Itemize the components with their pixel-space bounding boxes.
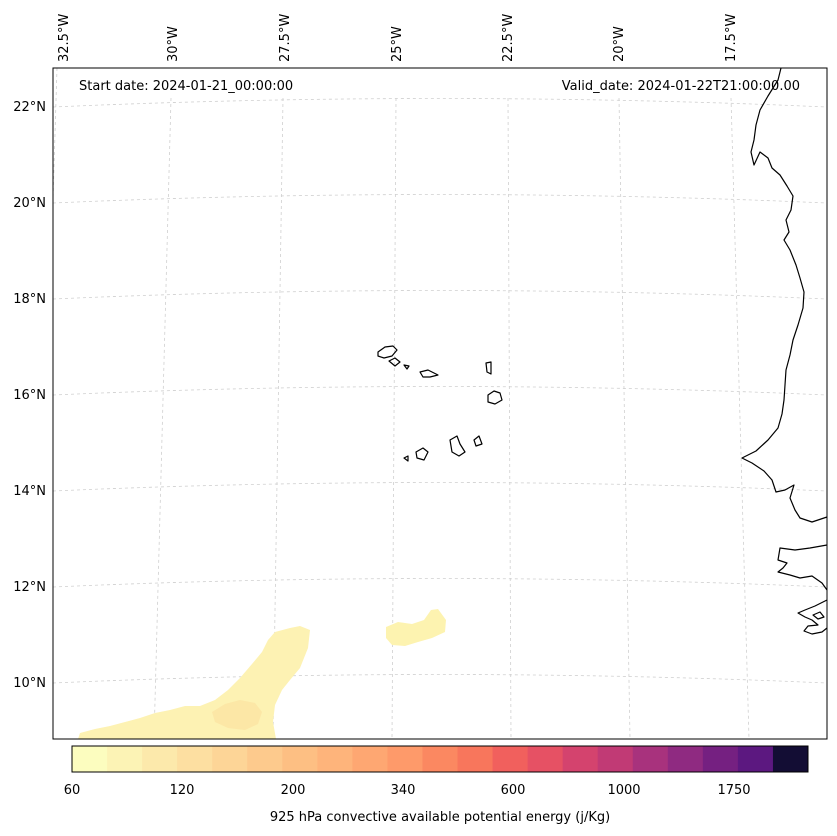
meridian-22-5w <box>507 97 512 740</box>
colorbar-ticks: 60 120 200 340 600 1000 1750 <box>64 783 751 798</box>
colorbar-cell <box>352 746 388 772</box>
lat-label-16n: 16°N <box>13 388 46 403</box>
lon-label-22-5w: 22.5°W <box>501 14 516 62</box>
santa-luzia-island <box>403 364 410 370</box>
colorbar-cell <box>562 746 599 772</box>
colorbar-cell <box>667 746 704 772</box>
santiago-island <box>449 435 466 457</box>
boa-vista-island <box>487 390 503 405</box>
colorbar-tick-200: 200 <box>281 783 306 798</box>
colorbar-cell <box>597 746 634 772</box>
colorbar-tick-60: 60 <box>64 783 81 798</box>
west-africa-coast <box>741 67 828 523</box>
colorbar-cell <box>422 746 459 772</box>
colorbar-cell <box>72 746 108 772</box>
colorbar-cell <box>212 746 248 772</box>
lon-label-32-5w: 32.5°W <box>57 14 72 62</box>
coastline <box>741 67 828 635</box>
meridian-20w <box>618 97 631 740</box>
start-date-label: Start date: 2024-01-21_00:00:00 <box>79 79 293 94</box>
santo-antao-island <box>377 345 398 359</box>
senegal-gambia-coast <box>777 544 828 591</box>
meridian-17-5w <box>730 97 750 740</box>
colorbar-cell <box>632 746 669 772</box>
longitude-labels: 32.5°W 30°W 27.5°W 25°W 22.5°W 20°W 17.5… <box>57 14 739 62</box>
map-frame <box>53 68 827 739</box>
colorbar-cell <box>107 746 143 772</box>
lat-label-18n: 18°N <box>13 292 46 307</box>
guinea-coast <box>797 599 828 635</box>
parallel-22n <box>52 98 828 108</box>
cape-field-south-central <box>386 609 446 646</box>
bissagos-islands <box>812 611 825 620</box>
colorbar-cell <box>737 746 774 772</box>
lat-label-12n: 12°N <box>13 580 46 595</box>
cape-field <box>78 609 446 739</box>
colorbar <box>72 746 809 772</box>
parallel-20n <box>52 194 828 204</box>
colorbar-tick-120: 120 <box>170 783 195 798</box>
brava-island <box>403 455 409 462</box>
parallel-18n <box>52 290 828 300</box>
colorbar-cell <box>247 746 283 772</box>
colorbar-cell <box>387 746 423 772</box>
lon-label-25w: 25°W <box>390 26 405 62</box>
meridian-30w <box>153 97 172 740</box>
cape-verde-islands <box>377 345 503 462</box>
meridian-27-5w <box>272 97 284 740</box>
lat-label-20n: 20°N <box>13 196 46 211</box>
parallel-12n <box>52 578 828 588</box>
colorbar-cell <box>142 746 178 772</box>
maio-island <box>473 435 483 447</box>
sao-nicolau-island <box>419 369 439 378</box>
colorbar-tick-600: 600 <box>501 783 526 798</box>
lat-label-22n: 22°N <box>13 100 46 115</box>
colorbar-tick-1000: 1000 <box>607 783 640 798</box>
colorbar-title: 925 hPa convective available potential e… <box>270 810 610 825</box>
lon-label-17-5w: 17.5°W <box>724 14 739 62</box>
colorbar-cell <box>492 746 529 772</box>
colorbar-border <box>71 745 809 773</box>
colorbar-tick-1750: 1750 <box>717 783 750 798</box>
latitude-labels: 22°N 20°N 18°N 16°N 14°N 12°N 10°N <box>13 100 46 691</box>
meridian-32-5w <box>52 67 58 201</box>
lat-label-14n: 14°N <box>13 484 46 499</box>
fogo-island <box>415 447 429 461</box>
colorbar-cell <box>702 746 739 772</box>
parallel-16n <box>52 386 828 396</box>
colorbar-cell <box>527 746 564 772</box>
parallel-14n <box>52 482 828 492</box>
map-border <box>52 67 828 740</box>
sal-island <box>485 361 492 375</box>
colorbar-cell <box>317 746 353 772</box>
colorbar-cell <box>772 746 809 772</box>
colorbar-cell <box>457 746 494 772</box>
sao-vicente-island <box>388 357 401 367</box>
lat-label-10n: 10°N <box>13 676 46 691</box>
lon-label-27-5w: 27.5°W <box>278 14 293 62</box>
colorbar-cell <box>282 746 318 772</box>
cape-field-southwest-inner <box>212 700 262 730</box>
colorbar-cell <box>177 746 213 772</box>
lon-label-20w: 20°W <box>612 26 627 62</box>
valid-date-label: Valid_date: 2024-01-22T21:00:00.00 <box>562 79 800 94</box>
colorbar-tick-340: 340 <box>391 783 416 798</box>
graticule <box>52 67 828 740</box>
lon-label-30w: 30°W <box>166 26 181 62</box>
parallel-10n <box>52 674 828 684</box>
